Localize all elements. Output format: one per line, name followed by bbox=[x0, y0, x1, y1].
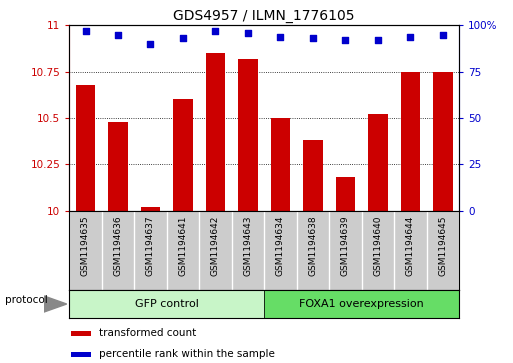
Point bbox=[146, 41, 154, 47]
Text: GSM1194637: GSM1194637 bbox=[146, 215, 155, 276]
Point bbox=[179, 36, 187, 41]
Text: GSM1194640: GSM1194640 bbox=[373, 215, 382, 276]
Text: GFP control: GFP control bbox=[135, 299, 199, 309]
Text: GSM1194645: GSM1194645 bbox=[439, 215, 447, 276]
Text: FOXA1 overexpression: FOXA1 overexpression bbox=[299, 299, 424, 309]
Bar bbox=[173, 99, 193, 211]
Point bbox=[244, 30, 252, 36]
Point bbox=[277, 34, 285, 40]
FancyBboxPatch shape bbox=[69, 290, 264, 318]
Point bbox=[374, 37, 382, 43]
Bar bbox=[238, 59, 258, 211]
Title: GDS4957 / ILMN_1776105: GDS4957 / ILMN_1776105 bbox=[173, 9, 355, 23]
Point bbox=[211, 28, 220, 34]
FancyBboxPatch shape bbox=[264, 290, 459, 318]
Text: GSM1194643: GSM1194643 bbox=[244, 215, 252, 276]
Bar bbox=[336, 177, 355, 211]
Bar bbox=[433, 72, 452, 211]
Bar bbox=[108, 122, 128, 211]
Bar bbox=[368, 114, 388, 211]
Point bbox=[309, 36, 317, 41]
Text: GSM1194636: GSM1194636 bbox=[113, 215, 123, 276]
Point bbox=[406, 34, 415, 40]
Text: GSM1194644: GSM1194644 bbox=[406, 215, 415, 276]
Bar bbox=[303, 140, 323, 211]
Text: percentile rank within the sample: percentile rank within the sample bbox=[99, 349, 275, 359]
Polygon shape bbox=[44, 296, 67, 312]
Bar bbox=[401, 72, 420, 211]
Point bbox=[341, 37, 349, 43]
Text: GSM1194634: GSM1194634 bbox=[276, 215, 285, 276]
Bar bbox=[206, 53, 225, 211]
Bar bbox=[141, 207, 160, 211]
Text: GSM1194641: GSM1194641 bbox=[179, 215, 187, 276]
Point bbox=[114, 32, 122, 38]
Bar bbox=[271, 118, 290, 211]
Text: GSM1194635: GSM1194635 bbox=[81, 215, 90, 276]
Bar bbox=[76, 85, 95, 211]
Point bbox=[439, 32, 447, 38]
Bar bbox=[71, 352, 91, 357]
Text: protocol: protocol bbox=[5, 295, 48, 305]
Bar bbox=[71, 331, 91, 336]
Point bbox=[82, 28, 90, 34]
Text: GSM1194639: GSM1194639 bbox=[341, 215, 350, 276]
Text: transformed count: transformed count bbox=[99, 329, 196, 338]
Text: GSM1194638: GSM1194638 bbox=[308, 215, 318, 276]
Text: GSM1194642: GSM1194642 bbox=[211, 215, 220, 276]
